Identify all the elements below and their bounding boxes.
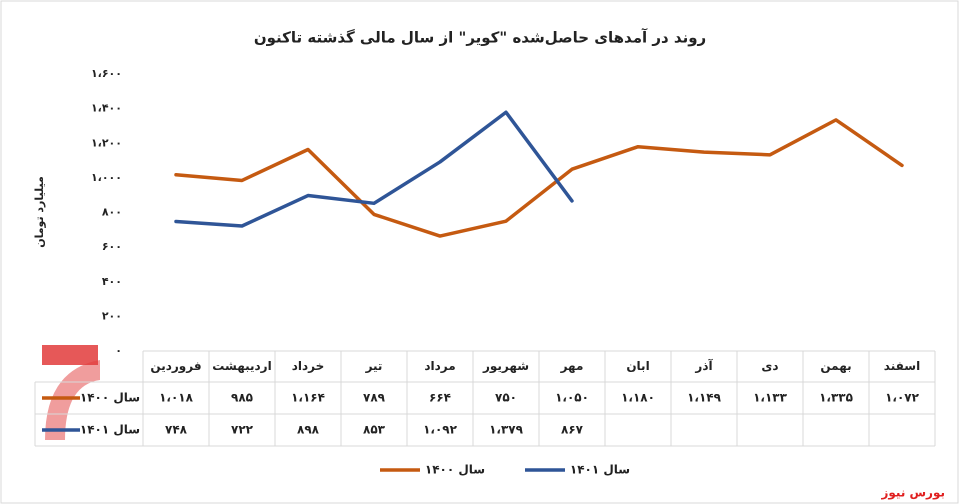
table-series-name: سال ۱۴۰۱ (80, 423, 140, 437)
data-label: ۷۲۲ (231, 423, 254, 437)
y-tick-label: ۲۰۰ (102, 309, 122, 322)
x-tick-label: خرداد (292, 359, 325, 373)
legend-label: سال ۱۴۰۰ (425, 463, 485, 477)
y-tick-label: ۱،۰۰۰ (91, 171, 122, 184)
x-tick-label: مهر (560, 359, 584, 373)
data-label: ۷۸۹ (363, 391, 386, 405)
data-label: ۸۵۳ (363, 423, 386, 437)
data-label: ۸۹۸ (297, 423, 320, 437)
y-axis-title: میلیارد تومان (33, 176, 46, 248)
x-tick-label: دی (761, 359, 778, 373)
legend-label: سال ۱۴۰۱ (570, 463, 630, 477)
x-tick-label: اردیبهشت (212, 359, 271, 373)
data-label: ۸۶۷ (561, 423, 584, 437)
data-label: ۷۴۸ (165, 423, 188, 437)
x-tick-label: شهریور (482, 359, 529, 374)
x-tick-label: تیر (365, 359, 383, 373)
x-tick-label: فروردین (150, 359, 201, 374)
data-label: ۱،۱۳۳ (753, 391, 788, 405)
logo (42, 345, 100, 440)
data-label: ۱،۰۷۲ (885, 391, 920, 405)
y-tick-label: ۱،۲۰۰ (91, 136, 122, 149)
data-label: ۱،۰۵۰ (555, 391, 589, 405)
data-label: ۱،۳۳۵ (819, 391, 853, 405)
y-tick-label: ۱،۶۰۰ (91, 67, 122, 80)
y-tick-label: ۰ (115, 344, 122, 357)
data-label: ۱،۰۹۲ (423, 423, 458, 437)
y-tick-label: ۴۰۰ (102, 275, 122, 288)
table-series-name: سال ۱۴۰۰ (80, 391, 140, 405)
y-tick-label: ۸۰۰ (102, 206, 122, 219)
x-tick-label: اسفند (884, 359, 920, 373)
data-label: ۱،۰۱۸ (159, 391, 194, 405)
x-tick-label: مرداد (424, 359, 455, 373)
data-label: ۱،۱۸۰ (621, 391, 655, 405)
data-label: ۱،۱۶۴ (291, 391, 325, 405)
series-line (174, 110, 574, 228)
data-label: ۱،۳۷۹ (489, 423, 524, 437)
data-label: ۹۸۵ (231, 391, 253, 405)
x-tick-label: آذر (694, 358, 713, 373)
x-tick-label: بهمن (820, 359, 851, 373)
y-tick-label: ۱،۴۰۰ (91, 102, 122, 115)
chart-title: روند در آمدهای حاصل‌شده "کویر" از سال ما… (254, 29, 706, 47)
data-label: ۷۵۰ (495, 391, 517, 405)
x-tick-label: ابان (626, 359, 649, 373)
y-tick-label: ۶۰۰ (102, 240, 122, 253)
watermark: بورس نیوز (880, 486, 945, 501)
data-label: ۱،۱۴۹ (687, 391, 722, 405)
series-line (174, 118, 904, 238)
data-label: ۶۶۴ (429, 391, 451, 405)
